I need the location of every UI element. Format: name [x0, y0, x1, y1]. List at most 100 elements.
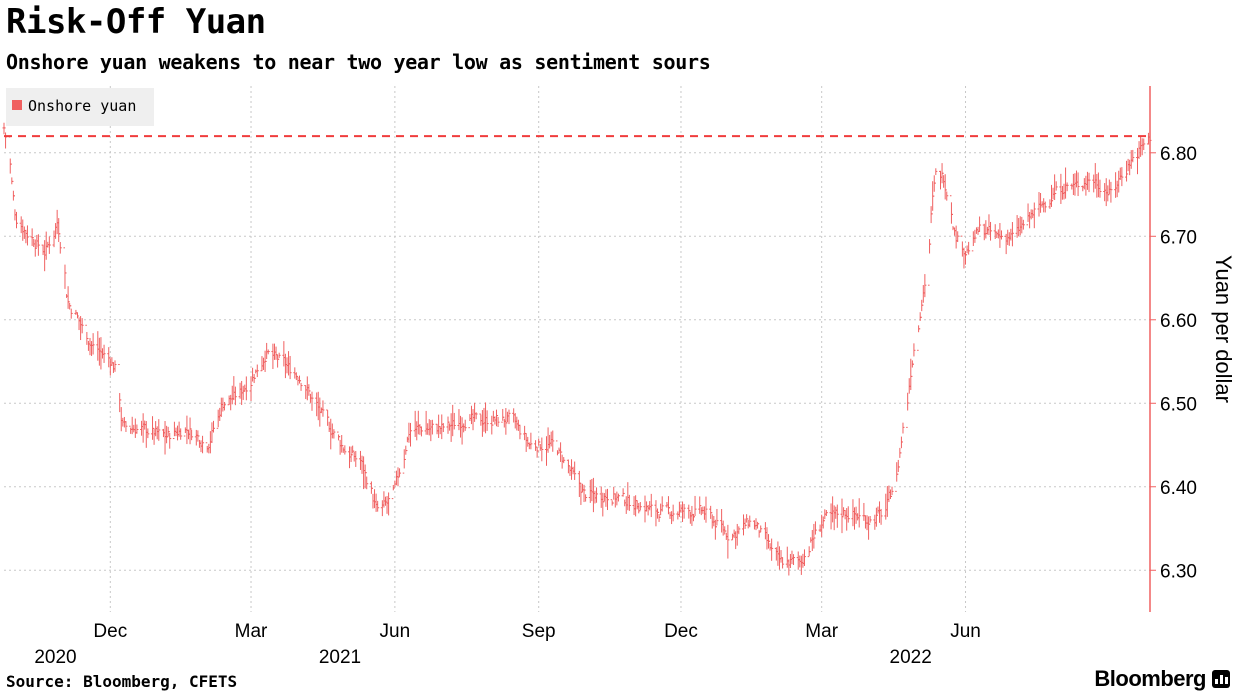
price-bar [688, 510, 692, 524]
price-bar [1125, 160, 1129, 182]
price-bar [756, 521, 760, 529]
price-bar [687, 504, 691, 519]
price-bar [416, 410, 420, 435]
price-bar [843, 510, 847, 520]
price-bar [57, 218, 61, 243]
price-bar [504, 408, 508, 435]
price-bar [868, 515, 872, 525]
price-bar [1007, 232, 1011, 246]
price-bar [229, 394, 233, 411]
price-bar [648, 501, 652, 511]
price-bar [867, 516, 871, 540]
price-bar [698, 496, 702, 514]
price-bar [1103, 183, 1107, 202]
price-bar [524, 432, 528, 452]
y-tick-label: 6.50 [1160, 394, 1197, 415]
price-bar [440, 414, 444, 440]
price-bar [283, 353, 287, 379]
price-bar [1107, 179, 1111, 196]
price-bar [588, 479, 592, 503]
price-bar [1029, 209, 1033, 220]
price-bar [360, 455, 364, 474]
price-bar [929, 206, 933, 245]
price-bar [942, 172, 946, 188]
price-bar [91, 333, 95, 355]
price-bar [671, 504, 675, 522]
price-bar [918, 312, 922, 330]
price-bar [197, 435, 201, 448]
price-bar [65, 272, 69, 298]
price-bar [777, 546, 781, 570]
price-bar [277, 352, 281, 360]
price-bar [595, 487, 599, 503]
price-bar [923, 274, 927, 298]
price-bar [734, 531, 738, 550]
price-bar [119, 399, 123, 432]
price-bar [676, 511, 680, 520]
price-bar [404, 445, 408, 460]
price-bar [862, 502, 866, 521]
price-bar [340, 435, 344, 453]
price-bar [545, 436, 549, 466]
price-bar [829, 503, 833, 530]
price-bar [571, 466, 575, 475]
price-bar [637, 502, 641, 514]
price-bar [1004, 233, 1008, 255]
price-bar [548, 434, 552, 449]
y-tick-label: 6.60 [1160, 311, 1197, 332]
price-bar [605, 488, 609, 511]
price-bar [579, 482, 583, 505]
price-bar [863, 515, 867, 529]
price-bar [157, 419, 161, 441]
price-bar [441, 423, 445, 433]
price-bar [271, 343, 275, 370]
x-tick-label: Mar [235, 621, 268, 642]
chart-subtitle: Onshore yuan weakens to near two year lo… [6, 50, 711, 74]
price-bar [612, 486, 616, 504]
price-bar [560, 451, 564, 469]
x-tick-label: Dec [664, 621, 698, 642]
price-bar [424, 410, 428, 435]
price-bar [327, 416, 331, 433]
price-bar [831, 496, 835, 523]
price-bar [526, 436, 530, 447]
price-bar [438, 426, 442, 435]
price-bar [108, 357, 112, 376]
price-bar [66, 286, 70, 309]
price-bar [163, 421, 167, 455]
price-bar [910, 360, 914, 377]
price-bar [260, 356, 264, 372]
price-bar [35, 234, 39, 249]
price-bar [8, 136, 12, 174]
y-tick-label: 6.70 [1160, 227, 1197, 248]
price-bar [1115, 180, 1119, 198]
price-bar [4, 127, 8, 149]
price-bar [415, 421, 419, 441]
price-bar [32, 237, 36, 247]
price-bar [413, 410, 417, 437]
price-bar [995, 231, 999, 238]
price-bar [884, 493, 888, 520]
price-bar [1028, 211, 1032, 229]
price-bar [232, 376, 236, 401]
price-bar [956, 231, 960, 243]
price-bar [293, 367, 297, 379]
price-bar [912, 343, 916, 365]
price-bar [474, 412, 478, 420]
price-bar [22, 226, 26, 239]
price-bar [513, 413, 517, 429]
price-bar [953, 227, 957, 236]
price-bar [813, 521, 817, 539]
price-bar [13, 195, 17, 221]
price-bar [643, 495, 647, 523]
price-bar [890, 486, 894, 497]
price-bar [305, 376, 309, 401]
price-bar [188, 417, 192, 445]
price-bar [1065, 182, 1069, 192]
price-bar [737, 526, 741, 535]
brand-name: Bloomberg [1094, 666, 1206, 691]
price-bar [1128, 159, 1132, 176]
x-year-label: 2021 [319, 647, 361, 668]
price-bar [319, 407, 323, 414]
price-bar [212, 420, 216, 433]
